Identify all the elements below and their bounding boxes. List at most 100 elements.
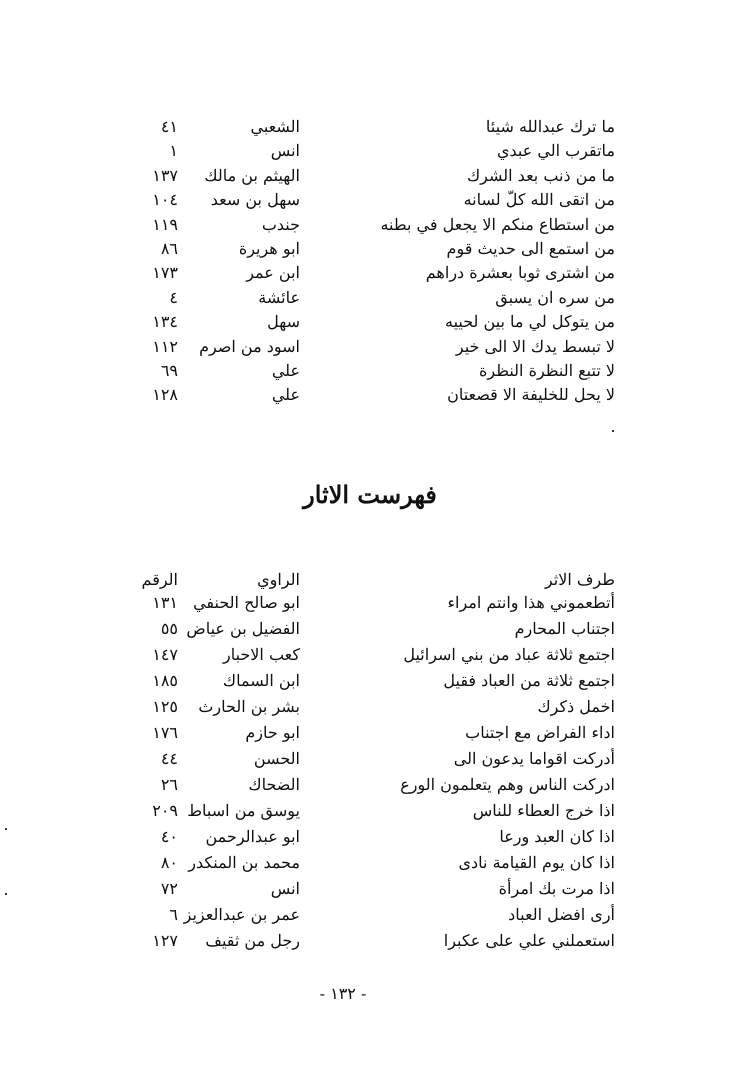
- entry-number: ٤٠: [160, 826, 178, 846]
- index-row: ما من ذنب بعد الشرك الهيثم بن مالك ١٣٧: [0, 165, 740, 187]
- scan-speck: [612, 430, 614, 432]
- entry-text: من اشترى ثوبا بعشرة دراهم: [425, 263, 615, 283]
- index-row: اذا كان العبد ورعا ابو عبدالرحمن ٤٠: [0, 826, 740, 848]
- entry-text: ما ترك عبدالله شيئا: [485, 117, 615, 136]
- entry-narrator: سهل: [267, 312, 300, 332]
- entry-text: استعملني علي على عكبرا: [443, 930, 615, 950]
- entry-text: اذا مرت بك امرأة: [498, 878, 615, 898]
- entry-text: من استطاع منكم الا يجعل في بطنه: [380, 214, 615, 234]
- entry-number: ١٣١: [152, 592, 178, 612]
- entry-narrator: ابو حازم: [245, 722, 300, 742]
- entry-text: لا تبسط يدك الا الى خير: [455, 336, 615, 356]
- entry-text: اذا كان يوم القيامة نادى: [458, 852, 615, 872]
- index-row: اذا كان يوم القيامة نادى محمد بن المنكدر ٨…: [0, 852, 740, 874]
- index-row: أتطعموني هذا وانتم امراء ابو صالح الحنفي ١…: [0, 592, 740, 614]
- entry-narrator: كعب الاحبار: [222, 644, 300, 664]
- index-row: من سره ان يسبق عائشة ٤: [0, 287, 740, 309]
- entry-narrator: الضحاك: [248, 774, 300, 794]
- entry-narrator: محمد بن المنكدر: [188, 852, 300, 872]
- index-row: اخمل ذكرك بشر بن الحارث ١٢٥: [0, 696, 740, 718]
- entry-narrator: انس: [270, 878, 300, 898]
- entry-text: أتطعموني هذا وانتم امراء: [447, 592, 616, 612]
- entry-text: من سره ان يسبق: [495, 287, 615, 307]
- entry-text: اذا خرج العطاء للناس: [472, 800, 615, 820]
- index-row: من استطاع منكم الا يجعل في بطنه جندب ١١٩: [0, 214, 740, 236]
- entry-number: ٧٢: [160, 878, 178, 898]
- index-row: ماتقرب الي عبدي انس ١: [0, 140, 740, 162]
- entry-text: اجتمع ثلاثة عباد من بني اسرائيل: [403, 644, 615, 664]
- entry-number: ١٠٤: [152, 190, 178, 210]
- entry-narrator: عمر بن عبدالعزيز: [183, 904, 300, 924]
- entry-number: ١١٩: [152, 214, 178, 234]
- entry-text: اذا كان العبد ورعا: [499, 826, 615, 846]
- page-number: - ١٣٢ -: [319, 984, 367, 1003]
- entry-number: ١٧٦: [152, 722, 178, 742]
- entry-narrator: ابو صالح الحنفي: [193, 592, 300, 612]
- entry-narrator: الشعبي: [250, 117, 300, 136]
- index-row: اذا خرج العطاء للناس يوسق من اسباط ٢٠٩: [0, 800, 740, 822]
- index-row: من اشترى ثوبا بعشرة دراهم ابن عمر ١٧٣: [0, 262, 740, 284]
- entry-text: لا يحل للخليفة الا قصعتان: [447, 385, 615, 405]
- entry-text: ماتقرب الي عبدي: [496, 141, 615, 161]
- entry-narrator: الحسن: [253, 748, 300, 768]
- index-row: اجتمع ثلاثة عباد من بني اسرائيل كعب الاحب…: [0, 644, 740, 666]
- entry-narrator: اسود من اصرم: [199, 336, 300, 356]
- entry-number: ٢٦: [160, 774, 178, 794]
- entry-text: من استمع الى حديث قوم: [446, 239, 615, 258]
- index-row: ما ترك عبدالله شيئا الشعبي ٤١: [0, 116, 740, 138]
- header-narrator: الراوي: [257, 570, 300, 589]
- index-row: من اتقى الله كلّ لسانه سهل بن سعد ١٠٤: [0, 189, 740, 211]
- entry-number: ١٢٨: [152, 385, 178, 405]
- athar-table-header: طرف الاثر الراوي الرقم: [0, 569, 740, 591]
- entry-number: ١٣٤: [152, 312, 178, 332]
- entry-narrator: ابو عبدالرحمن: [205, 826, 301, 846]
- index-row: استعملني علي على عكبرا رجل من ثقيف ١٢٧: [0, 930, 740, 952]
- entry-text: اجتناب المحارم: [514, 618, 615, 638]
- header-text: طرف الاثر: [544, 570, 615, 589]
- entry-number: ١٤٧: [152, 644, 178, 664]
- scan-speck: [5, 893, 7, 895]
- entry-text: ما من ذنب بعد الشرك: [466, 165, 615, 185]
- scan-speck: [5, 828, 7, 830]
- entry-narrator: جندب: [261, 214, 300, 234]
- entry-text: اخمل ذكرك: [537, 696, 615, 716]
- entry-narrator: علي: [271, 385, 300, 405]
- section-title: فهرست الاثار: [303, 480, 437, 509]
- index-row: لا تتبع النظرة النظرة علي ٦٩: [0, 360, 740, 382]
- entry-number: ١٧٣: [152, 263, 178, 283]
- index-row: أرى افضل العباد عمر بن عبدالعزيز ٦: [0, 904, 740, 926]
- entry-narrator: الفضيل بن عياض: [186, 618, 300, 638]
- entry-narrator: انس: [270, 141, 300, 161]
- entry-number: ١٨٥: [152, 670, 178, 690]
- entry-text: من يتوكل لي ما بين لحييه: [444, 312, 615, 332]
- entry-number: ١: [169, 141, 178, 161]
- entry-narrator: عائشة: [258, 287, 300, 307]
- entry-narrator: بشر بن الحارث: [198, 696, 300, 716]
- entry-number: ٥٥: [160, 618, 178, 638]
- entry-number: ٤١: [160, 117, 178, 136]
- index-row: اجتناب المحارم الفضيل بن عياض ٥٥: [0, 618, 740, 640]
- entry-text: اجتمع ثلاثة من العباد فقيل: [443, 670, 615, 690]
- entry-number: ٤٤: [160, 748, 178, 768]
- entry-text: أرى افضل العباد: [508, 904, 615, 924]
- entry-number: ٨٠: [160, 852, 178, 872]
- entry-number: ٤: [169, 287, 178, 307]
- entry-narrator: يوسق من اسباط: [187, 800, 300, 820]
- index-row: ادركت الناس وهم يتعلمون الورع الضحاك ٢٦: [0, 774, 740, 796]
- entry-narrator: ابو هريرة: [238, 239, 300, 258]
- entry-number: ٦٩: [160, 361, 178, 380]
- entry-number: ٦: [169, 904, 178, 924]
- index-row: اجتمع ثلاثة من العباد فقيل ابن السماك ١٨٥: [0, 670, 740, 692]
- entry-narrator: علي: [271, 361, 300, 380]
- index-row: أدركت اقواما يدعون الى الحسن ٤٤: [0, 748, 740, 770]
- entry-text: أدركت اقواما يدعون الى: [453, 748, 615, 768]
- entry-number: ١٢٧: [152, 930, 178, 950]
- entry-narrator: الهيثم بن مالك: [204, 165, 300, 185]
- index-row: اداء الفراض مع اجتناب ابو حازم ١٧٦: [0, 722, 740, 744]
- entry-number: ١١٢: [152, 336, 178, 356]
- entry-text: ادركت الناس وهم يتعلمون الورع: [400, 774, 615, 794]
- entry-narrator: ابن عمر: [246, 263, 300, 283]
- entry-narrator: ابن السماك: [222, 670, 300, 690]
- index-row: اذا مرت بك امرأة انس ٧٢: [0, 878, 740, 900]
- entry-number: ١٢٥: [152, 696, 178, 716]
